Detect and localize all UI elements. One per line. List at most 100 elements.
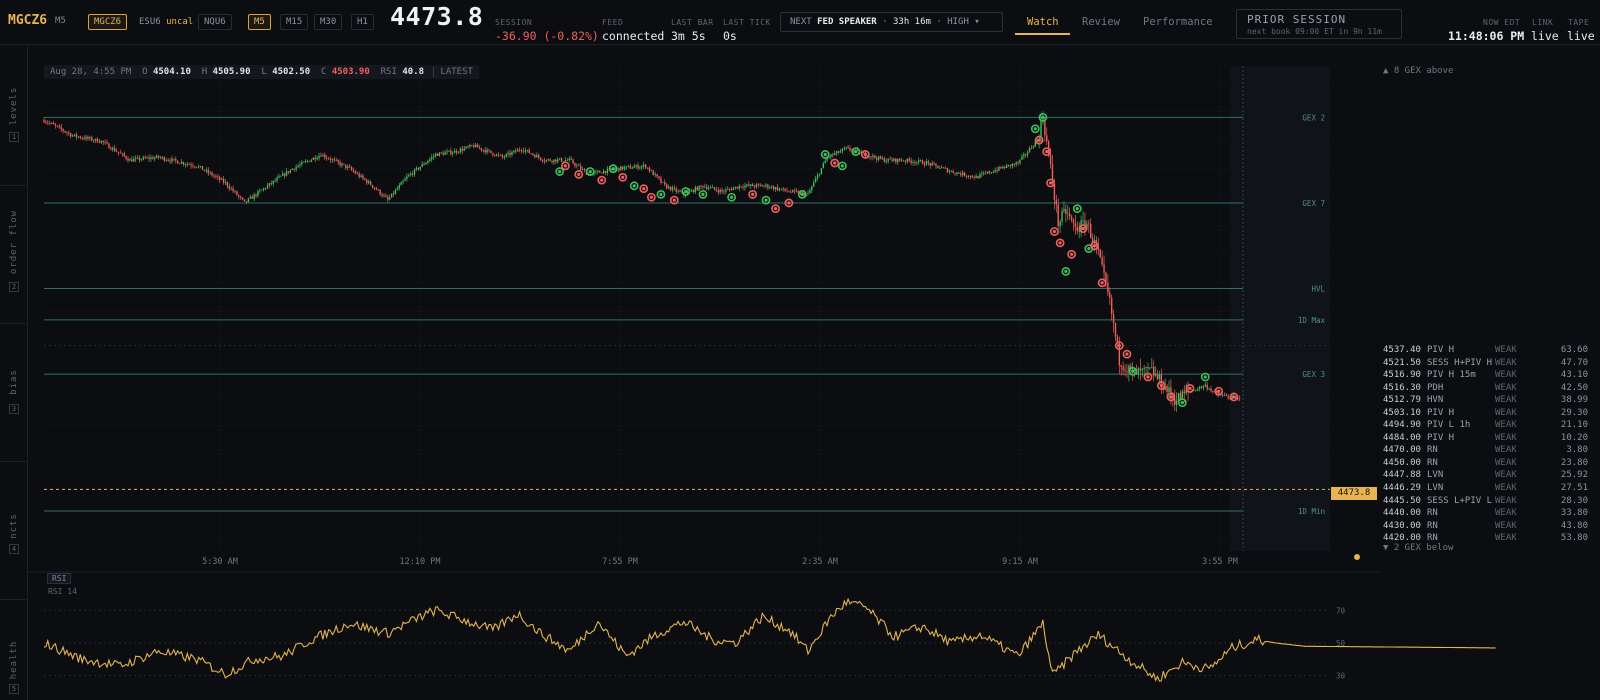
timeframe-m5[interactable]: M5 [248, 14, 271, 30]
signal-marker-core [1064, 269, 1068, 274]
sell-signal-marker[interactable] [618, 172, 628, 182]
buy-signal-marker[interactable] [851, 147, 861, 156]
sell-signal-marker[interactable] [1097, 278, 1107, 288]
level-row[interactable]: 4512.79 HVN WEAK 38.99 [1383, 394, 1588, 407]
candle-body [939, 168, 941, 169]
sell-signal-marker[interactable] [860, 150, 870, 159]
buy-signal-marker[interactable] [629, 181, 639, 191]
sell-signal-marker[interactable] [830, 158, 840, 168]
level-row[interactable]: 4470.00 RN WEAK 3.80 [1383, 444, 1588, 457]
buy-signal-marker[interactable] [585, 167, 595, 176]
timeframe-m15[interactable]: M15 [280, 14, 309, 30]
candle-body [748, 184, 750, 186]
level-row[interactable]: 4537.40 PIV H WEAK 63.60 [1383, 344, 1588, 357]
prior-session-panel[interactable]: PRIOR SESSION next book 09:00 ET in 9h 1… [1236, 9, 1402, 39]
sidebar-section-levels[interactable]: levels 1 [0, 46, 28, 186]
buy-signal-marker[interactable] [555, 167, 565, 176]
buy-signal-marker[interactable] [656, 189, 666, 199]
buy-signal-marker[interactable] [761, 195, 771, 205]
level-row[interactable]: 4503.10 PIV H WEAK 29.30 [1383, 407, 1588, 420]
sell-signal-marker[interactable] [784, 198, 794, 208]
timeframe-m30[interactable]: M30 [314, 14, 343, 30]
sell-signal-marker[interactable] [1122, 349, 1132, 359]
instrument-chip-esu6[interactable]: ESU6 uncal [139, 17, 194, 27]
sell-signal-marker[interactable] [597, 175, 607, 185]
buy-signal-marker[interactable] [1030, 124, 1040, 134]
sell-signal-marker[interactable] [574, 170, 584, 179]
sell-signal-marker[interactable] [561, 161, 570, 171]
sell-signal-marker[interactable] [1049, 227, 1059, 236]
level-row[interactable]: 4516.30 PDH WEAK 42.50 [1383, 382, 1588, 395]
level-row[interactable]: 4521.50 SESS H+PIV H WEAK 47.70 [1383, 357, 1588, 370]
buy-signal-marker[interactable] [727, 192, 736, 202]
candle-body [306, 160, 309, 162]
sell-signal-marker[interactable] [1185, 383, 1195, 393]
buy-signal-marker[interactable] [1038, 112, 1048, 122]
sell-signal-marker[interactable] [1046, 178, 1055, 188]
buy-signal-marker[interactable] [698, 189, 708, 199]
candle-body [398, 185, 400, 189]
sell-signal-marker[interactable] [646, 192, 656, 202]
tab-performance[interactable]: Performance [1143, 16, 1213, 28]
level-row[interactable]: 4516.90 PIV H 15m WEAK 43.10 [1383, 369, 1588, 382]
candle-body [1105, 272, 1107, 283]
candle-body [243, 199, 246, 202]
sell-signal-marker[interactable] [748, 189, 758, 199]
sell-signal-marker[interactable] [1055, 238, 1065, 248]
buy-signal-marker[interactable] [820, 150, 830, 159]
buy-signal-marker[interactable] [608, 164, 618, 174]
buy-signal-marker[interactable] [837, 161, 847, 171]
candle-body [215, 176, 217, 177]
sell-signal-marker[interactable] [1114, 341, 1124, 350]
sell-signal-marker[interactable] [1078, 224, 1088, 234]
sell-signal-marker[interactable] [1067, 249, 1076, 259]
level-row[interactable]: 4446.29 LVN WEAK 27.51 [1383, 482, 1588, 495]
buy-signal-marker[interactable] [1072, 204, 1082, 214]
level-row[interactable]: 4420.00 RN WEAK 53.80 [1383, 532, 1588, 545]
buy-signal-marker[interactable] [1128, 366, 1138, 376]
sidebar-section-health[interactable]: health 5 [0, 600, 28, 700]
sell-signal-marker[interactable] [1090, 241, 1099, 251]
level-row[interactable]: 4430.00 RN WEAK 43.80 [1383, 520, 1588, 533]
sell-signal-marker[interactable] [639, 184, 649, 194]
candle-body [1078, 230, 1080, 232]
buy-signal-marker[interactable] [1177, 398, 1187, 408]
next-event-box[interactable]: NEXT FED SPEAKER · 33h 16m · HIGH ▾ [780, 12, 1003, 32]
buy-signal-marker[interactable] [1200, 372, 1210, 382]
sell-signal-marker[interactable] [1214, 386, 1224, 396]
buy-signal-marker[interactable] [681, 187, 691, 196]
rsi-panel-badge[interactable]: RSI [47, 573, 72, 584]
level-row[interactable]: 4447.88 LVN WEAK 25.92 [1383, 469, 1588, 482]
level-row[interactable]: 4440.00 RN WEAK 33.80 [1383, 507, 1588, 520]
sidebar-section-ncts[interactable]: ncts 4 [0, 462, 28, 600]
sell-signal-marker[interactable] [669, 195, 679, 205]
gex-above-indicator[interactable]: ▲ 8 GEX above [1383, 66, 1454, 76]
candle-body [1067, 213, 1069, 215]
candle-body [782, 188, 784, 190]
tab-watch[interactable]: Watch [1027, 16, 1059, 28]
level-row[interactable]: 4494.90 PIV L 1h WEAK 21.10 [1383, 419, 1588, 432]
buy-signal-marker[interactable] [797, 189, 807, 199]
instrument-chip-mgcz6[interactable]: MGCZ6 [88, 14, 128, 30]
sell-signal-marker[interactable] [1143, 372, 1153, 382]
level-row[interactable]: 4445.50 SESS L+PIV L WEAK 28.30 [1383, 495, 1588, 508]
sidebar-section-order-flow[interactable]: order flow 2 [0, 186, 28, 324]
level-row[interactable]: 4450.00 RN WEAK 23.80 [1383, 457, 1588, 470]
tab-review[interactable]: Review [1082, 16, 1120, 28]
level-row[interactable]: 4484.00 PIV H WEAK 10.20 [1383, 432, 1588, 445]
gex-below-indicator[interactable]: ▼ 2 GEX below [1383, 543, 1454, 553]
sell-signal-marker[interactable] [1229, 392, 1239, 402]
sell-signal-marker[interactable] [771, 204, 780, 214]
sell-signal-marker[interactable] [1034, 135, 1044, 145]
sell-signal-marker[interactable] [1042, 147, 1052, 156]
candle-body [648, 167, 651, 171]
sell-signal-marker[interactable] [1156, 381, 1166, 390]
buy-signal-marker[interactable] [1061, 267, 1071, 276]
timeframe-h1[interactable]: H1 [351, 14, 374, 30]
instrument-chip-nqu6[interactable]: NQU6 [198, 14, 232, 30]
sidebar-section-bias[interactable]: bias 3 [0, 324, 28, 462]
sell-signal-marker[interactable] [1166, 392, 1176, 402]
latest-badge[interactable]: LATEST [433, 67, 473, 77]
candle-body [515, 150, 517, 152]
